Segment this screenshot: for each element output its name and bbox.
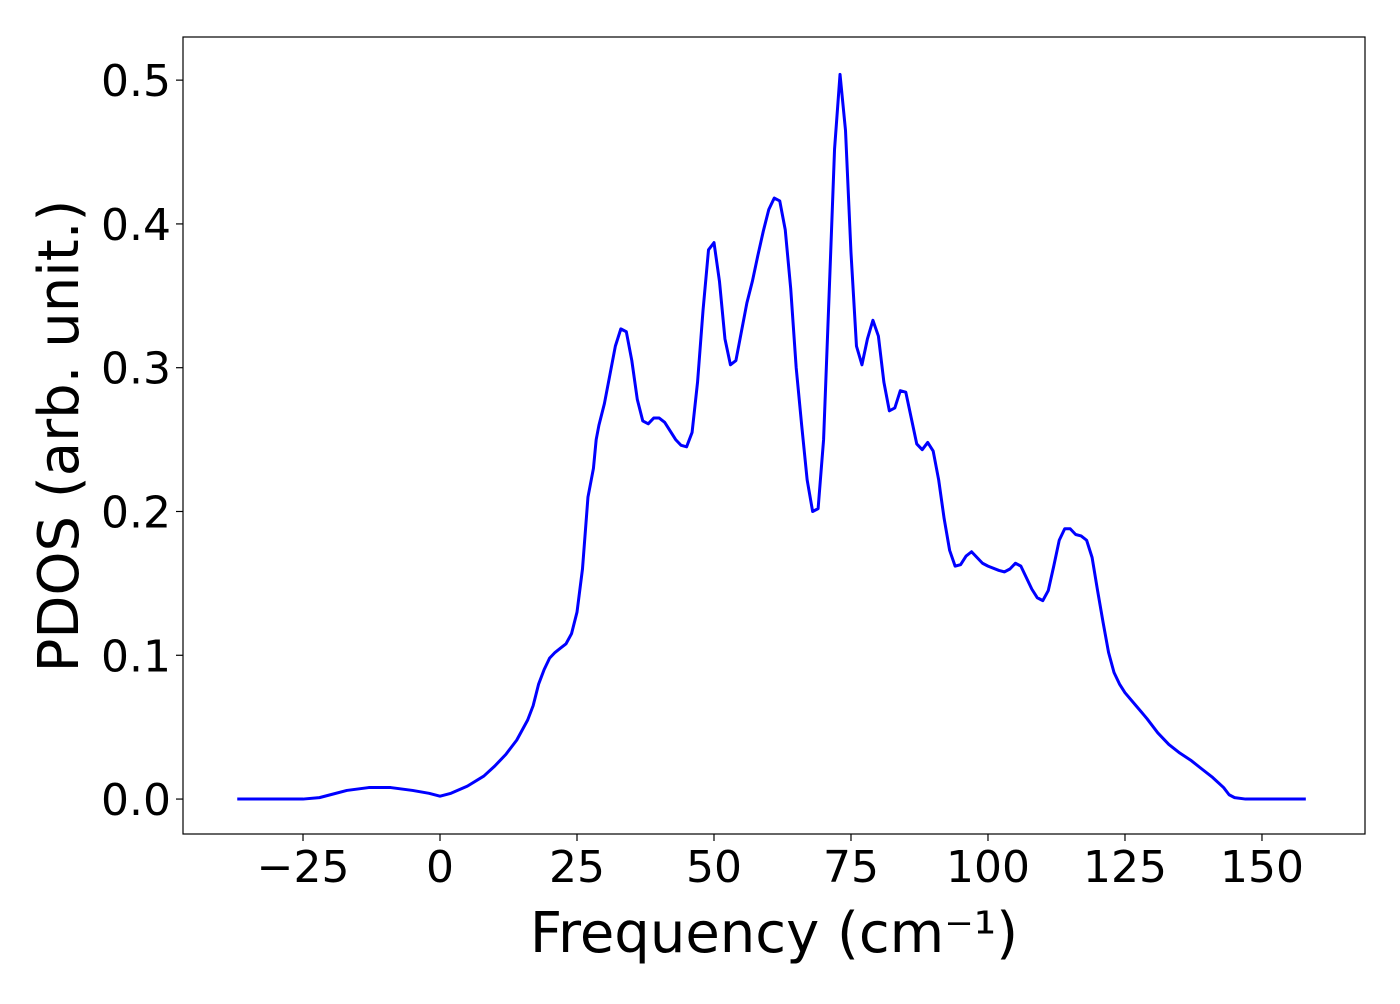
y-tick-label: 0.5 bbox=[101, 56, 171, 107]
x-tick-label: 100 bbox=[946, 842, 1030, 893]
x-tick-label: −25 bbox=[257, 842, 350, 893]
x-tick-label: 50 bbox=[686, 842, 742, 893]
x-tick-label: 0 bbox=[426, 842, 454, 893]
y-tick-label: 0.4 bbox=[101, 200, 171, 251]
data-line bbox=[237, 72, 1306, 801]
y-axis-label: PDOS (arb. unit.) bbox=[27, 200, 92, 673]
x-tick-label: 25 bbox=[549, 842, 605, 893]
x-tick-label: 75 bbox=[823, 842, 879, 893]
y-tick-label: 0.2 bbox=[101, 487, 171, 538]
y-tick-label: 0.0 bbox=[101, 775, 171, 826]
y-tick-label: 0.1 bbox=[101, 631, 171, 682]
x-axis-label: Frequency (cm⁻¹) bbox=[530, 901, 1018, 966]
y-tick-label: 0.3 bbox=[101, 344, 171, 395]
plot-frame bbox=[182, 36, 1366, 835]
x-tick-label: 125 bbox=[1083, 842, 1167, 893]
x-tick-label: 150 bbox=[1220, 842, 1304, 893]
